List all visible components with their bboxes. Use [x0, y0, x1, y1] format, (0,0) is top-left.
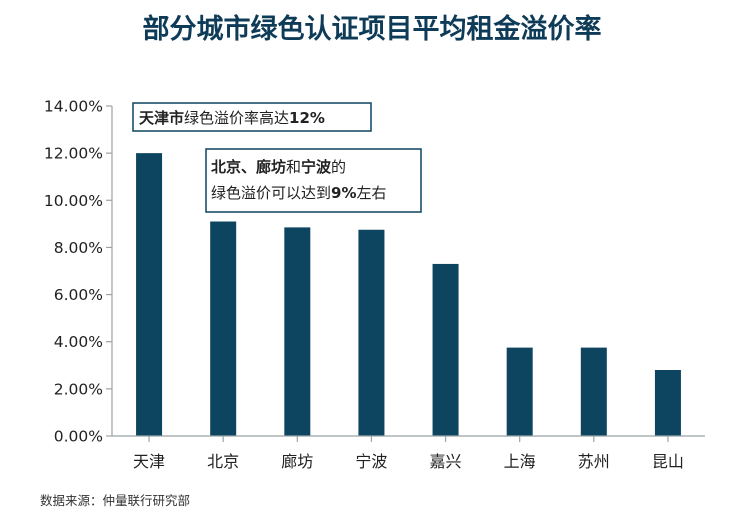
bar-3	[358, 229, 385, 436]
x-tick-label: 宁波	[355, 452, 387, 471]
bars	[136, 153, 681, 436]
x-tick-label: 昆山	[652, 452, 684, 471]
y-tick-label: 14.00%	[44, 98, 103, 116]
y-axis-ticks: 0.00% 2.00% 4.00% 6.00% 8.00% 10.00% 12.00% 14.…	[44, 98, 112, 446]
bar-4	[432, 263, 459, 436]
y-tick-label: 10.00%	[44, 192, 103, 210]
x-tick-label: 苏州	[578, 452, 610, 471]
bar-7	[654, 370, 681, 436]
annotation-beijing-box	[205, 148, 422, 213]
x-axis-categories: 天津 北京 廊坊 宁波 嘉兴 上海 苏州 昆山	[133, 436, 684, 471]
chart-title: 部分城市绿色认证项目平均租金溢价率	[143, 13, 602, 45]
y-tick-label: 8.00%	[54, 239, 103, 257]
annotation-tianjin-box	[132, 102, 372, 132]
bar-2	[284, 227, 311, 436]
y-tick-label: 6.00%	[54, 286, 103, 304]
annotation-beijing-line2: 绿色溢价可以达到9%左右	[211, 184, 387, 202]
y-tick-label: 4.00%	[54, 333, 103, 351]
bar-0	[136, 153, 163, 436]
annotation-beijing-line1: 北京、廊坊和宁波的	[211, 158, 346, 176]
x-tick-label: 嘉兴	[430, 452, 462, 471]
y-tick-label: 0.00%	[54, 428, 103, 446]
y-tick-label: 12.00%	[44, 145, 103, 163]
source-note: 数据来源：仲量联行研究部	[40, 493, 190, 508]
x-tick-label: 廊坊	[281, 452, 313, 471]
annotation-beijing: 北京、廊坊和宁波的 绿色溢价可以达到9%左右	[205, 148, 422, 213]
annotation-tianjin: 天津市绿色溢价率高达12%	[132, 102, 372, 132]
annotation-tianjin-text: 天津市绿色溢价率高达12%	[139, 109, 325, 127]
x-tick-label: 北京	[207, 452, 239, 471]
y-tick-label: 2.00%	[54, 380, 103, 398]
x-tick-label: 上海	[504, 452, 536, 471]
x-tick-label: 天津	[133, 452, 165, 471]
bar-5	[506, 347, 533, 436]
bar-1	[210, 221, 237, 436]
bar-6	[580, 347, 607, 436]
